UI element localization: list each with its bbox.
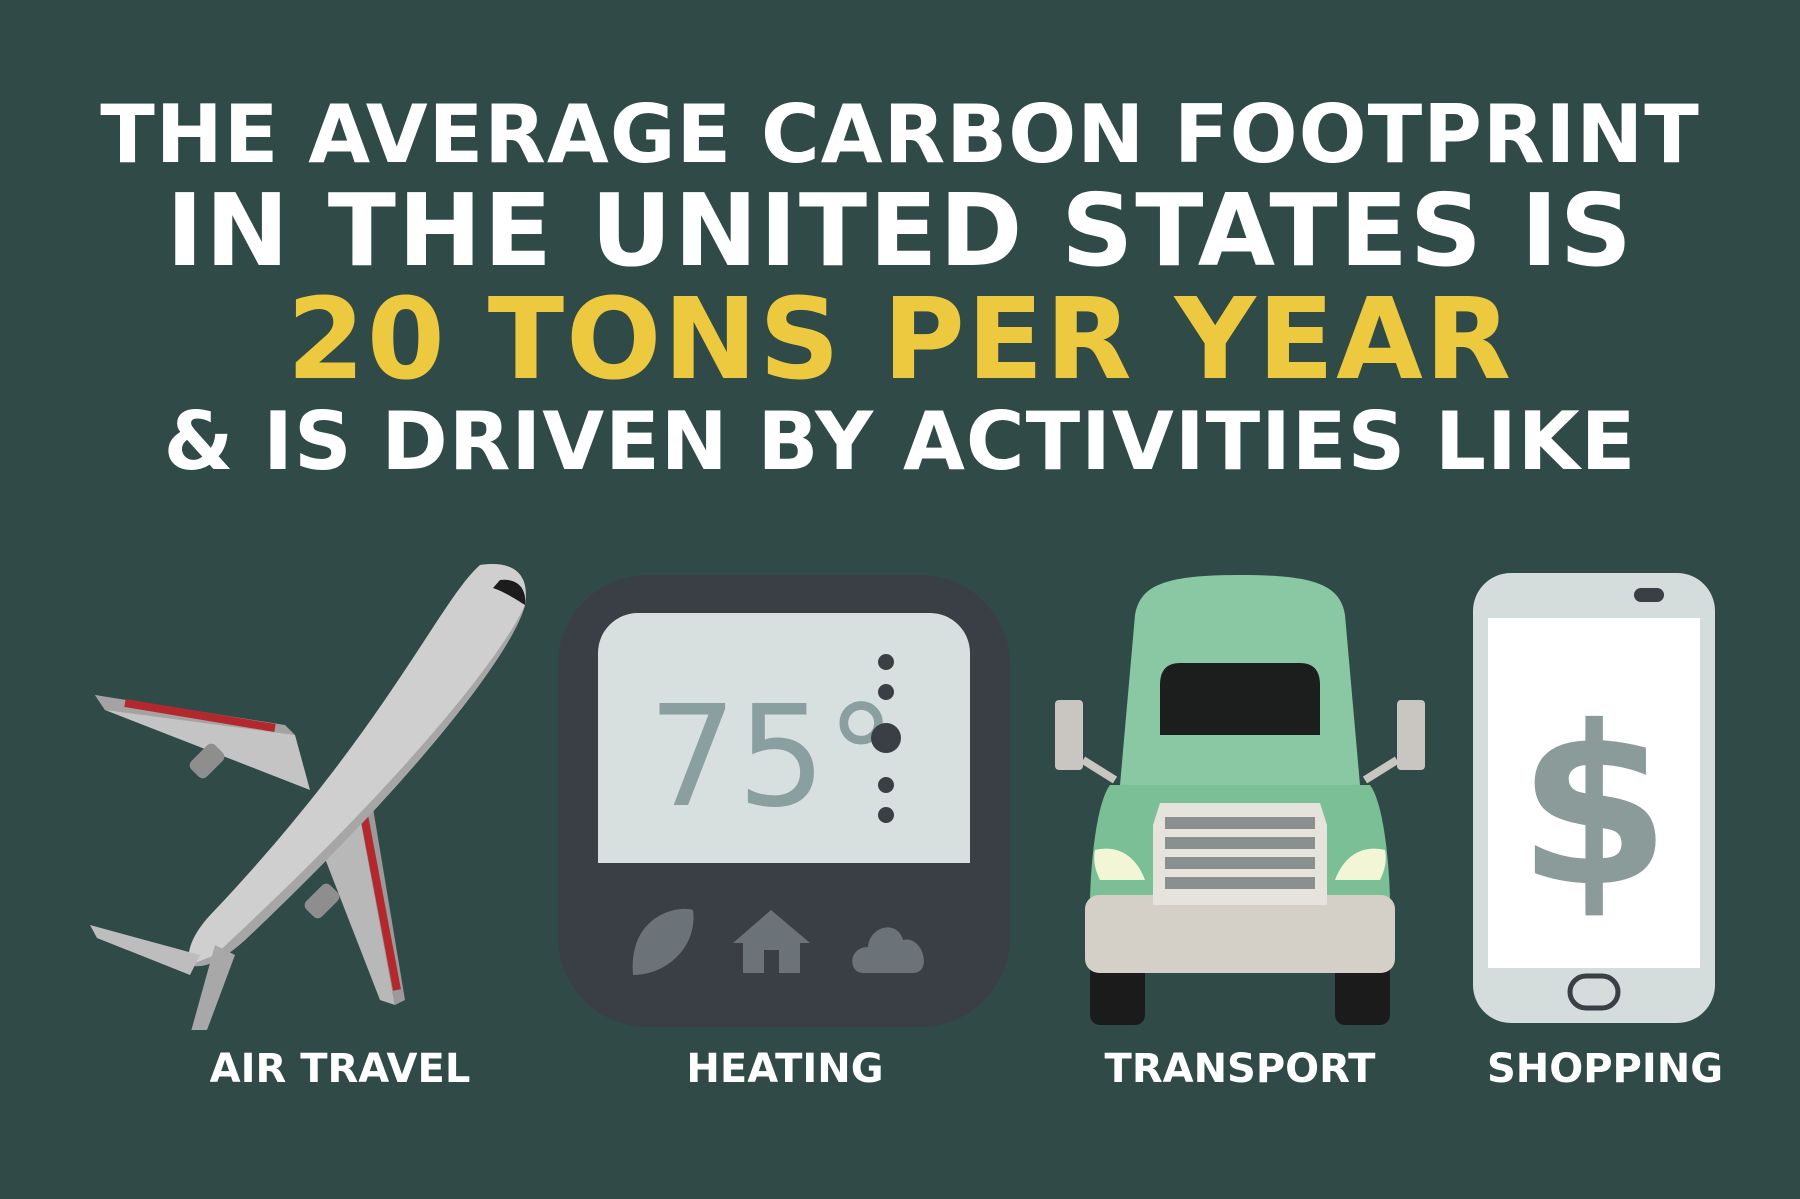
label-transport: TRANSPORT	[1104, 1046, 1376, 1092]
truck-icon	[1055, 575, 1425, 1025]
label-air-travel: AIR TRAVEL	[209, 1046, 471, 1092]
thermostat-temperature: 75°	[648, 676, 896, 839]
headline-line-4: & IS DRIVEN BY ACTIVITIES LIKE	[163, 395, 1637, 488]
headline-highlight: 20 TONS PER YEAR	[286, 275, 1514, 405]
headline-line-1: THE AVERAGE CARBON FOOTPRINT	[100, 88, 1700, 181]
airplane-icon	[90, 564, 526, 1030]
label-heating: HEATING	[686, 1046, 884, 1092]
thermostat-icon: 75°	[558, 575, 1010, 1027]
smartphone-dollar-icon: $	[1473, 573, 1715, 1023]
dollar-symbol: $	[1517, 679, 1670, 935]
headline-line-2: IN THE UNITED STATES IS	[166, 172, 1634, 289]
label-shopping: SHOPPING	[1486, 1046, 1724, 1092]
